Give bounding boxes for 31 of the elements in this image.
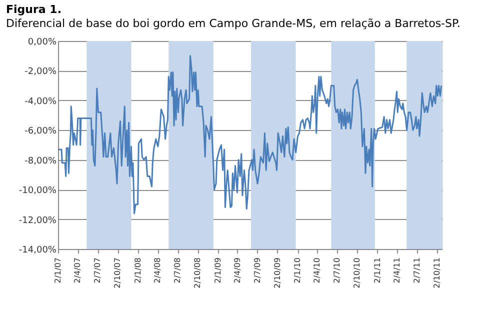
x-tick-label: 2/4/09: [232, 258, 242, 284]
x-tick-label: 2/4/07: [73, 258, 82, 284]
y-tick-label: -8,00%: [24, 156, 57, 166]
x-tick-label: 2/7/10: [332, 258, 342, 284]
x-tick-label: 2/10/11: [432, 258, 442, 288]
x-tick-label: 2/1/11: [372, 258, 382, 284]
x-tick-label: 2/4/10: [312, 258, 322, 284]
x-tick-label: 2/10/07: [113, 258, 122, 288]
x-tick-label: 2/7/08: [173, 258, 182, 284]
y-tick-label: 0,00%: [28, 38, 57, 48]
x-tick-label: 2/10/10: [352, 258, 362, 288]
x-tick-label: 2/10/09: [272, 258, 282, 288]
chart-subtitle: Diferencial de base do boi gordo em Campo Grande-MS, em relação a Barretos-SP.: [6, 17, 460, 30]
x-tick-label: 2/1/08: [133, 258, 142, 284]
x-tick-label: 2/7/11: [412, 258, 422, 284]
x-tick-label: 2/1/09: [213, 258, 222, 284]
chart-title: Figura 1.: [6, 3, 62, 16]
x-tick-label: 2/1/10: [293, 258, 302, 284]
y-tick-label: -12,00%: [18, 216, 57, 226]
x-tick-label: 2/10/08: [193, 258, 202, 288]
x-tick-label: 2/1/07: [54, 258, 62, 284]
x-tick-label: 2/4/08: [153, 258, 162, 284]
y-tick-label: -2,00%: [24, 67, 57, 78]
x-tick-label: 2/7/07: [93, 258, 102, 284]
y-tick-label: -6,00%: [24, 126, 57, 137]
x-tick-label: 2/7/09: [252, 258, 262, 284]
y-tick-label: -4,00%: [24, 96, 57, 107]
y-tick-label: -10,00%: [18, 186, 57, 196]
y-tick-label: -14,00%: [18, 246, 57, 256]
line-series: [57, 55, 442, 214]
x-tick-label: 2/4/11: [392, 258, 402, 284]
